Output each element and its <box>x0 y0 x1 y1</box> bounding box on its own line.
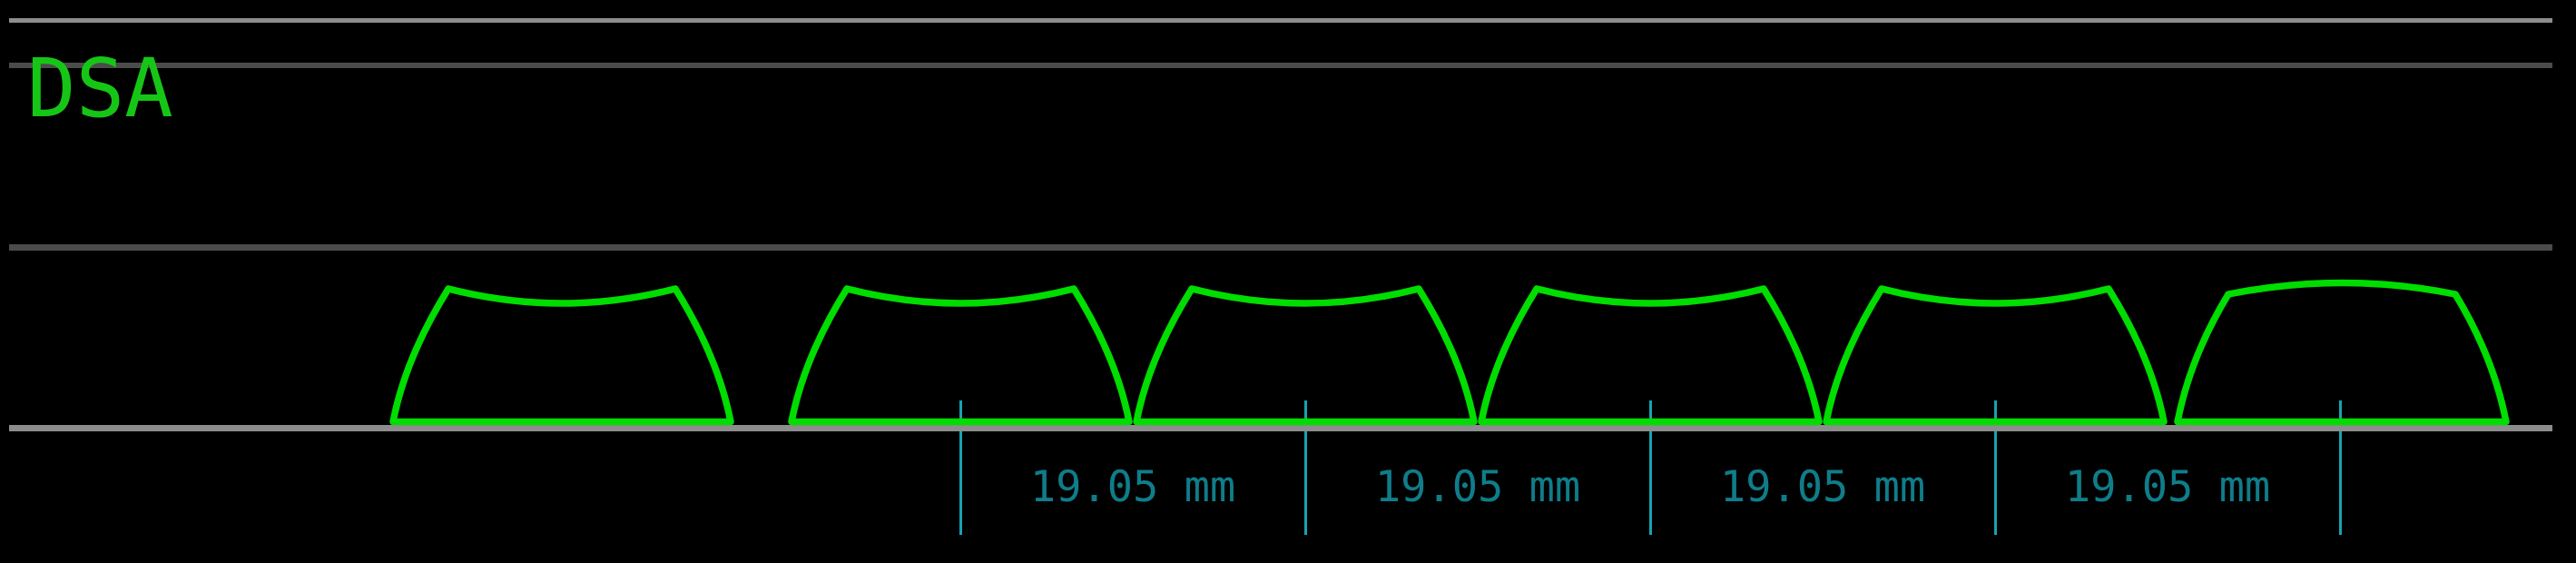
dimension-tick <box>1303 400 1307 535</box>
keycap-outline-2 <box>788 285 1133 426</box>
dimension-label: 19.05 mm <box>1719 462 1926 512</box>
dimension-label: 19.05 mm <box>1374 462 1581 512</box>
dimension-tick <box>2338 400 2342 535</box>
dimension-label: 19.05 mm <box>1029 462 1236 512</box>
dimension-tick <box>959 400 962 535</box>
dimension-tick <box>1993 400 1997 535</box>
ground-line <box>9 425 2552 431</box>
dimension-tick <box>1648 400 1652 535</box>
keycap-outline-4 <box>1478 285 1823 426</box>
keycap-outline-1 <box>389 285 734 426</box>
keycap-outline-6 <box>2174 279 2510 426</box>
keycap-outline-5 <box>1823 285 2168 426</box>
reference-line-top <box>9 18 2552 23</box>
dimension-label: 19.05 mm <box>2064 462 2271 512</box>
profile-name-label: DSA <box>27 41 173 135</box>
reference-line-mid <box>9 244 2552 251</box>
keycap-outline-3 <box>1133 285 1478 426</box>
reference-line-upper <box>9 63 2552 68</box>
